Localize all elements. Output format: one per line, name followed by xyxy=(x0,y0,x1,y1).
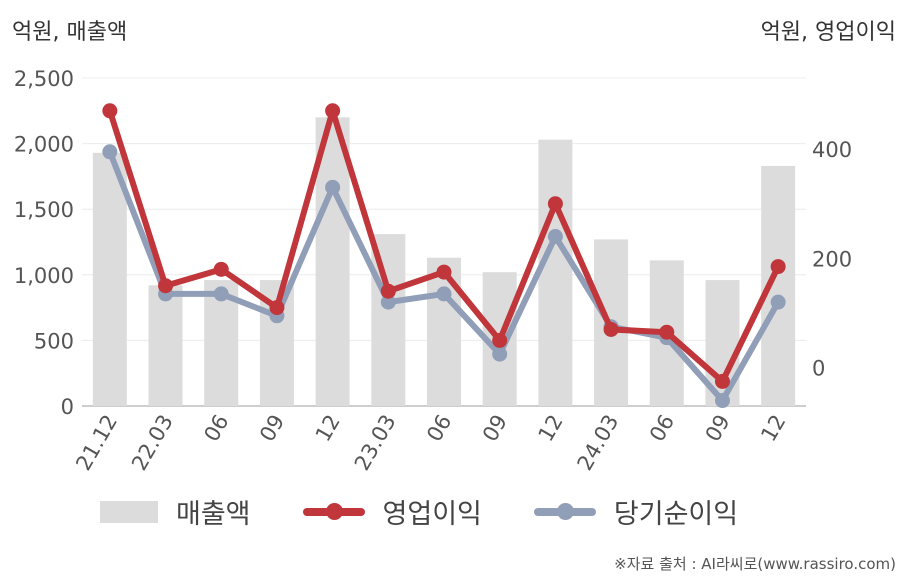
right-axis-unit: 억원, 영업이익 xyxy=(760,20,896,45)
point-당기순이익-0 xyxy=(102,144,118,160)
point-당기순이익-8 xyxy=(547,229,563,245)
x-tick-label: 21.12 xyxy=(71,411,122,475)
legend-label-operating-profit: 영업이익 xyxy=(382,499,482,530)
x-tick-label: 12 xyxy=(534,411,568,446)
left-tick-label: 1,000 xyxy=(14,264,74,288)
legend-item-operating-profit: 영업이익 xyxy=(302,492,482,531)
x-tick-label: 12 xyxy=(311,411,345,446)
point-영업이익-6 xyxy=(436,264,452,280)
point-영업이익-8 xyxy=(547,196,563,212)
x-tick-label: 23.03 xyxy=(350,411,401,475)
x-tick-label: 09 xyxy=(701,411,735,446)
legend: 매출액 영업이익 당기순이익 xyxy=(100,492,790,531)
point-영업이익-10 xyxy=(659,324,675,340)
x-tick-label: 24.03 xyxy=(573,411,624,475)
point-당기순이익-5 xyxy=(380,294,396,310)
bar-22.03 xyxy=(148,285,183,406)
point-당기순이익-6 xyxy=(436,286,452,302)
point-당기순이익-2 xyxy=(213,286,229,302)
point-영업이익-5 xyxy=(380,283,396,299)
left-axis-ticks: 0 500 1,000 1,500 2,000 2,500 xyxy=(14,67,74,419)
x-tick-label: 12 xyxy=(756,411,790,446)
legend-item-revenue: 매출액 xyxy=(100,492,251,531)
legend-swatch-operating-profit xyxy=(302,502,365,520)
point-당기순이익-4 xyxy=(325,179,341,195)
bar-21.12 xyxy=(92,152,127,406)
x-tick-label: 09 xyxy=(478,411,512,446)
point-영업이익-3 xyxy=(269,300,285,316)
source-note: ※자료 출처 : AI라씨로(www.rassiro.com) xyxy=(614,555,896,573)
point-당기순이익-12 xyxy=(770,294,786,310)
left-tick-label: 0 xyxy=(61,395,74,419)
legend-swatch-revenue xyxy=(100,500,158,523)
bar-06 xyxy=(427,257,461,406)
legend-item-net-income: 당기순이익 xyxy=(533,492,739,531)
x-tick-label: 09 xyxy=(255,411,289,446)
legend-label-net-income: 당기순이익 xyxy=(613,499,739,530)
point-영업이익-9 xyxy=(603,321,619,337)
left-tick-label: 1,500 xyxy=(14,198,74,222)
x-tick-label: 06 xyxy=(645,411,679,446)
x-tick-label: 22.03 xyxy=(127,411,178,475)
x-tick-label: 06 xyxy=(199,411,233,446)
profit-lines xyxy=(102,103,786,409)
point-영업이익-0 xyxy=(102,103,118,119)
left-tick-label: 500 xyxy=(34,329,74,353)
right-tick-label: 200 xyxy=(812,247,852,271)
point-영업이익-1 xyxy=(158,278,174,294)
left-tick-label: 2,000 xyxy=(14,133,74,157)
point-영업이익-2 xyxy=(213,261,229,277)
legend-label-revenue: 매출액 xyxy=(176,499,251,530)
x-axis-ticks: 21.12 22.03 06 09 12 23.03 06 09 12 24.03 06 09 12 xyxy=(71,411,790,475)
bar-12 xyxy=(315,117,350,407)
right-tick-label: 400 xyxy=(812,138,852,162)
left-axis-unit: 억원, 매출액 xyxy=(12,20,128,45)
right-axis-ticks: 0 200 400 xyxy=(812,138,852,381)
x-tick-label: 06 xyxy=(422,411,456,446)
legend-swatch-net-income xyxy=(533,502,596,520)
point-영업이익-12 xyxy=(770,259,786,275)
point-영업이익-7 xyxy=(492,332,508,348)
point-당기순이익-11 xyxy=(714,393,730,409)
point-영업이익-4 xyxy=(325,103,341,119)
bar-12 xyxy=(538,139,573,406)
combo-chart: 0 500 1,000 1,500 2,000 2,500 0 200 400 21.12 22… xyxy=(14,67,852,475)
left-tick-label: 2,500 xyxy=(14,67,74,91)
point-영업이익-11 xyxy=(714,373,730,389)
right-tick-label: 0 xyxy=(812,357,825,381)
point-당기순이익-7 xyxy=(492,346,508,362)
